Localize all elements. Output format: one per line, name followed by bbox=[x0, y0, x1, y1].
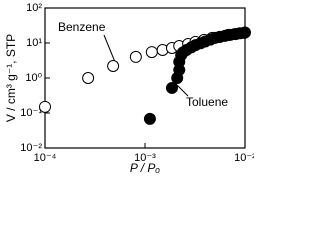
point bbox=[107, 60, 120, 73]
point bbox=[39, 100, 51, 113]
point bbox=[165, 81, 178, 94]
y-axis-label: V / cm³ g⁻¹, STP bbox=[4, 34, 18, 122]
leader-line bbox=[103, 34, 116, 63]
annotation: Toluene bbox=[186, 95, 228, 109]
y-tick-label: 10¹ bbox=[26, 37, 42, 49]
point bbox=[145, 46, 158, 59]
y-tick-label: 10² bbox=[26, 2, 42, 14]
x-tick-label: 10⁻³ bbox=[134, 152, 156, 164]
point bbox=[82, 72, 95, 84]
point bbox=[143, 112, 156, 125]
y-tick-label: 10⁰ bbox=[25, 72, 42, 84]
y-tick-label: 10⁻¹ bbox=[20, 107, 42, 119]
annotation: Benzene bbox=[58, 20, 106, 34]
x-tick-label: 10⁻² bbox=[234, 152, 254, 164]
y-tick-label: 10⁻² bbox=[20, 142, 42, 154]
x-tick-label: 10⁻⁴ bbox=[34, 152, 57, 164]
chart: P / Pₒ V / cm³ g⁻¹, STP Benzene Toluene … bbox=[4, 2, 254, 175]
leader-line bbox=[175, 83, 189, 97]
point bbox=[129, 50, 142, 63]
point bbox=[239, 26, 251, 39]
x-axis-label: P / Pₒ bbox=[130, 161, 161, 175]
